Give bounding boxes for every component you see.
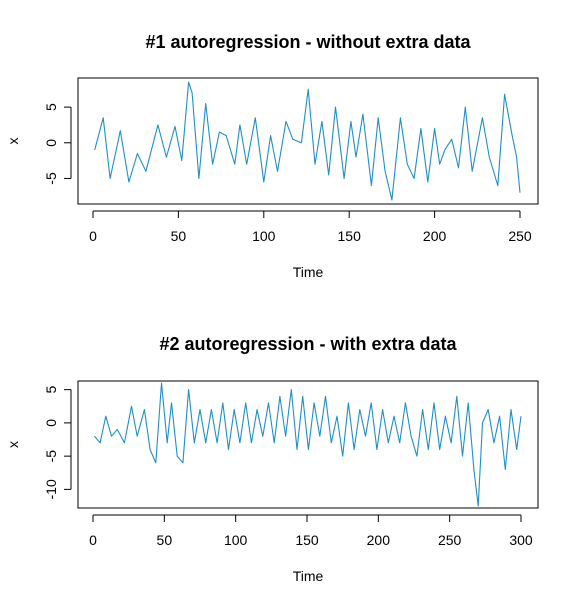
y-tick-label: -5 (43, 172, 59, 185)
series-line (94, 81, 521, 201)
x-tick-label: 50 (157, 532, 173, 548)
y-axis-label: x (5, 441, 21, 448)
x-tick-label: 100 (224, 532, 248, 548)
x-tick-label: 0 (89, 532, 97, 548)
x-axis-label: Time (293, 568, 324, 584)
series-line (93, 382, 522, 507)
x-tick-label: 200 (423, 228, 447, 244)
plot-frame (77, 77, 539, 205)
y-tick-label: 5 (43, 103, 59, 111)
x-tick-label: 250 (438, 532, 462, 548)
x-tick-label: 50 (171, 228, 187, 244)
chart-title: #1 autoregression - without extra data (145, 32, 471, 52)
y-tick-label: 0 (43, 139, 59, 147)
x-axis-label: Time (293, 264, 324, 280)
x-tick-label: 150 (338, 228, 362, 244)
plot-frame (77, 380, 539, 509)
x-tick-label: 300 (509, 532, 533, 548)
y-tick-label: -10 (43, 479, 59, 499)
chart-title: #2 autoregression - with extra data (159, 334, 457, 354)
x-tick-label: 100 (252, 228, 276, 244)
x-tick-label: 250 (508, 228, 532, 244)
y-axis-label: x (5, 138, 21, 145)
chart-1: #1 autoregression - without extra data 0 5… (5, 32, 539, 280)
x-tick-label: 200 (367, 532, 391, 548)
y-tick-label: 5 (43, 386, 59, 394)
x-tick-label: 150 (295, 532, 319, 548)
y-tick-label: 0 (43, 419, 59, 427)
y-tick-label: -5 (43, 450, 59, 463)
x-tick-label: 0 (89, 228, 97, 244)
